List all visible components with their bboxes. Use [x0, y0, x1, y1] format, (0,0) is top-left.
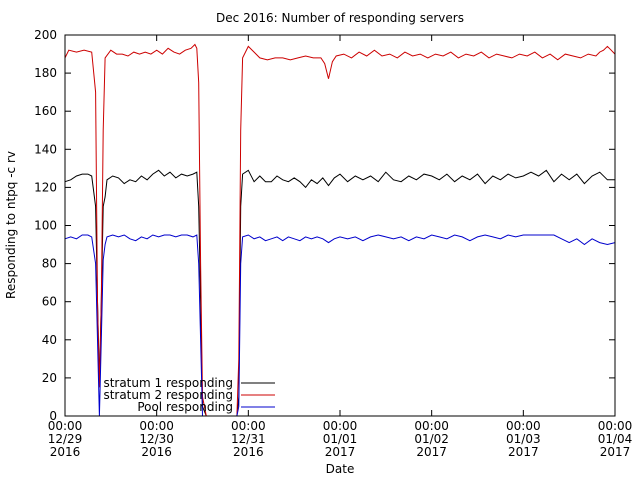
- legend-label: Pool responding: [137, 400, 233, 414]
- y-tick-label: 160: [34, 104, 57, 118]
- x-tick-label: 01/02: [414, 432, 449, 446]
- y-tick-label: 100: [34, 219, 57, 233]
- x-tick-label: 2016: [50, 445, 81, 459]
- legend-label: stratum 2 responding: [103, 388, 233, 402]
- x-tick-label: 00:00: [323, 419, 358, 433]
- y-tick-label: 120: [34, 180, 57, 194]
- tick-layer: 02040608010012014016018020000:0012/29201…: [34, 28, 632, 459]
- y-tick-label: 40: [42, 333, 57, 347]
- y-tick-label: 140: [34, 142, 57, 156]
- y-tick-label: 80: [42, 257, 57, 271]
- x-axis-title: Date: [326, 462, 355, 476]
- y-tick-label: 20: [42, 371, 57, 385]
- x-tick-label: 12/30: [139, 432, 174, 446]
- x-tick-label: 00:00: [414, 419, 449, 433]
- x-tick-label: 00:00: [598, 419, 633, 433]
- x-tick-label: 2017: [325, 445, 356, 459]
- y-axis-title: Responding to ntpq -c rv: [4, 151, 18, 299]
- y-tick-label: 180: [34, 66, 57, 80]
- x-tick-label: 01/01: [323, 432, 358, 446]
- y-tick-label: 0: [49, 409, 57, 423]
- legend-label: stratum 1 responding: [103, 376, 233, 390]
- x-tick-label: 2017: [508, 445, 539, 459]
- y-tick-label: 200: [34, 28, 57, 42]
- series-line-3: [64, 234, 616, 417]
- x-tick-label: 00:00: [231, 419, 266, 433]
- plot-frame: [64, 34, 616, 417]
- x-tick-label: 00:00: [48, 419, 83, 433]
- series-layer: [64, 43, 616, 417]
- x-tick-label: 00:00: [506, 419, 541, 433]
- x-tick-label: 00:00: [139, 419, 174, 433]
- x-tick-label: 2017: [600, 445, 631, 459]
- series-line-2: [64, 43, 616, 417]
- x-tick-label: 2017: [416, 445, 447, 459]
- x-tick-label: 01/04: [598, 432, 633, 446]
- x-tick-label: 2016: [233, 445, 264, 459]
- x-tick-label: 12/31: [231, 432, 266, 446]
- x-tick-label: 2016: [141, 445, 172, 459]
- chart-title: Dec 2016: Number of responding servers: [216, 11, 464, 25]
- series-line-1: [64, 169, 615, 417]
- x-tick-label: 12/29: [48, 432, 83, 446]
- x-tick-label: 01/03: [506, 432, 541, 446]
- y-tick-label: 60: [42, 295, 57, 309]
